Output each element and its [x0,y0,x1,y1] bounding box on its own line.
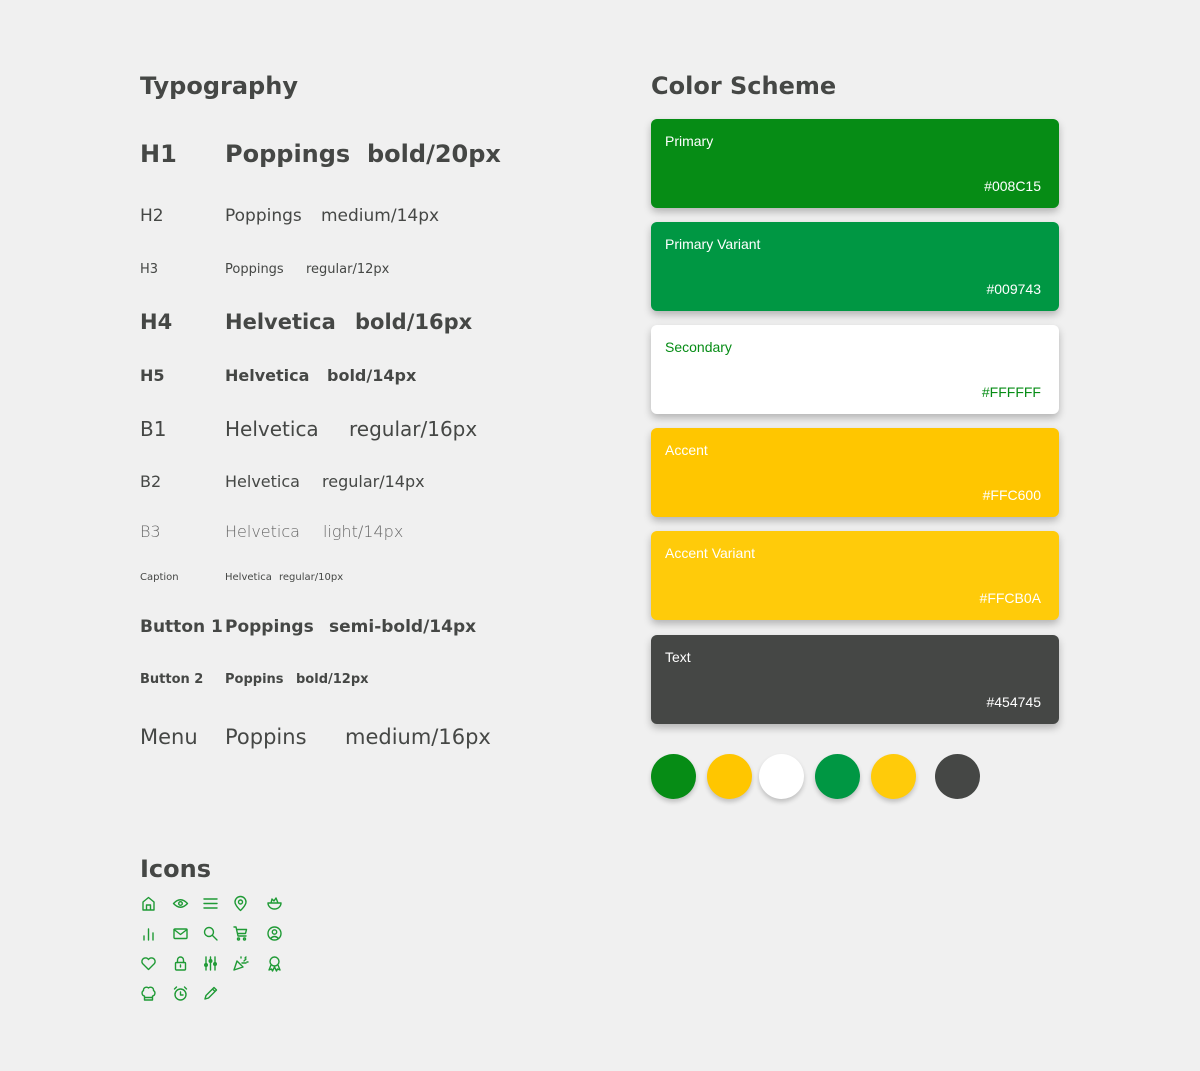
color-name: Accent [665,442,708,458]
color-card: Primary #008C15 [651,119,1059,208]
bar-chart-icon [140,925,157,942]
color-card: Text #454745 [651,635,1059,724]
typography-label: H3 [140,262,159,277]
color-name: Secondary [665,339,732,355]
color-card: Accent Variant #FFCB0A [651,531,1059,620]
typography-label: H1 [140,140,177,168]
salad-bowl-icon [266,895,283,912]
heart-icon [140,955,157,972]
typography-spec: regular/12px [306,262,390,277]
color-code: #009743 [986,281,1041,297]
typography-font: Helvetica [225,366,310,385]
typography-spec: bold/12px [296,672,369,687]
typography-font: Helvetica [225,522,300,541]
alarm-clock-icon [172,985,189,1002]
typography-label: Button 1 [140,617,223,637]
typography-font: Helvetica [225,417,319,441]
color-scheme-title: Color Scheme [651,72,837,100]
home-icon [140,895,157,912]
color-swatch [871,754,916,799]
cart-icon [232,925,249,942]
typography-spec: bold/14px [327,366,417,385]
award-icon [266,955,283,972]
color-code: #FFC600 [982,487,1041,503]
typography-spec: medium/16px [345,725,491,749]
menu-icon [202,895,219,912]
color-swatch [759,754,804,799]
search-icon [202,925,219,942]
typography-spec: regular/14px [322,472,425,491]
color-swatch [815,754,860,799]
typography-label: Button 2 [140,672,204,687]
typography-title: Typography [140,72,298,100]
typography-spec: semi-bold/14px [329,617,477,637]
typography-label: B3 [140,522,161,541]
typography-label: Caption [140,572,179,583]
typography-spec: bold/20px [367,140,501,168]
typography-spec: light/14px [323,522,404,541]
lock-icon [172,955,189,972]
typography-label: B1 [140,417,167,441]
typography-label: Menu [140,725,198,749]
color-code: #FFCB0A [979,590,1041,606]
color-code: #008C15 [984,178,1041,194]
chef-hat-icon [140,985,157,1002]
typography-label: H5 [140,366,165,385]
color-name: Text [665,649,691,665]
typography-spec: bold/16px [355,310,473,334]
color-name: Accent Variant [665,545,756,561]
typography-font: Helvetica [225,472,300,491]
typography-spec: regular/10px [279,572,344,583]
color-name: Primary Variant [665,236,761,252]
party-popper-icon [232,955,249,972]
icons-title: Icons [140,855,212,883]
color-swatch [651,754,696,799]
color-name: Primary [665,133,714,149]
color-card: Secondary #FFFFFF [651,325,1059,414]
user-circle-icon [266,925,283,942]
typography-label: B2 [140,472,162,491]
pencil-icon [202,985,219,1002]
color-code: #454745 [986,694,1041,710]
typography-font: Poppins [225,672,284,687]
typography-font: Poppins [225,725,307,749]
typography-font: Helvetica [225,572,272,583]
color-card: Primary Variant #009743 [651,222,1059,311]
typography-font: Poppings [225,206,302,226]
color-swatch [935,754,980,799]
typography-label: H2 [140,206,164,226]
typography-font: Poppings [225,262,284,277]
typography-font: Poppings [225,140,351,168]
typography-spec: medium/14px [321,206,440,226]
typography-font: Poppings [225,617,314,637]
sliders-icon [202,955,219,972]
location-pin-icon [232,895,249,912]
typography-spec: regular/16px [349,417,478,441]
typography-font: Helvetica [225,310,336,334]
color-code: #FFFFFF [981,384,1041,400]
mail-icon [172,925,189,942]
eye-icon [172,895,189,912]
typography-label: H4 [140,310,173,334]
color-swatch [707,754,752,799]
color-card: Accent #FFC600 [651,428,1059,517]
